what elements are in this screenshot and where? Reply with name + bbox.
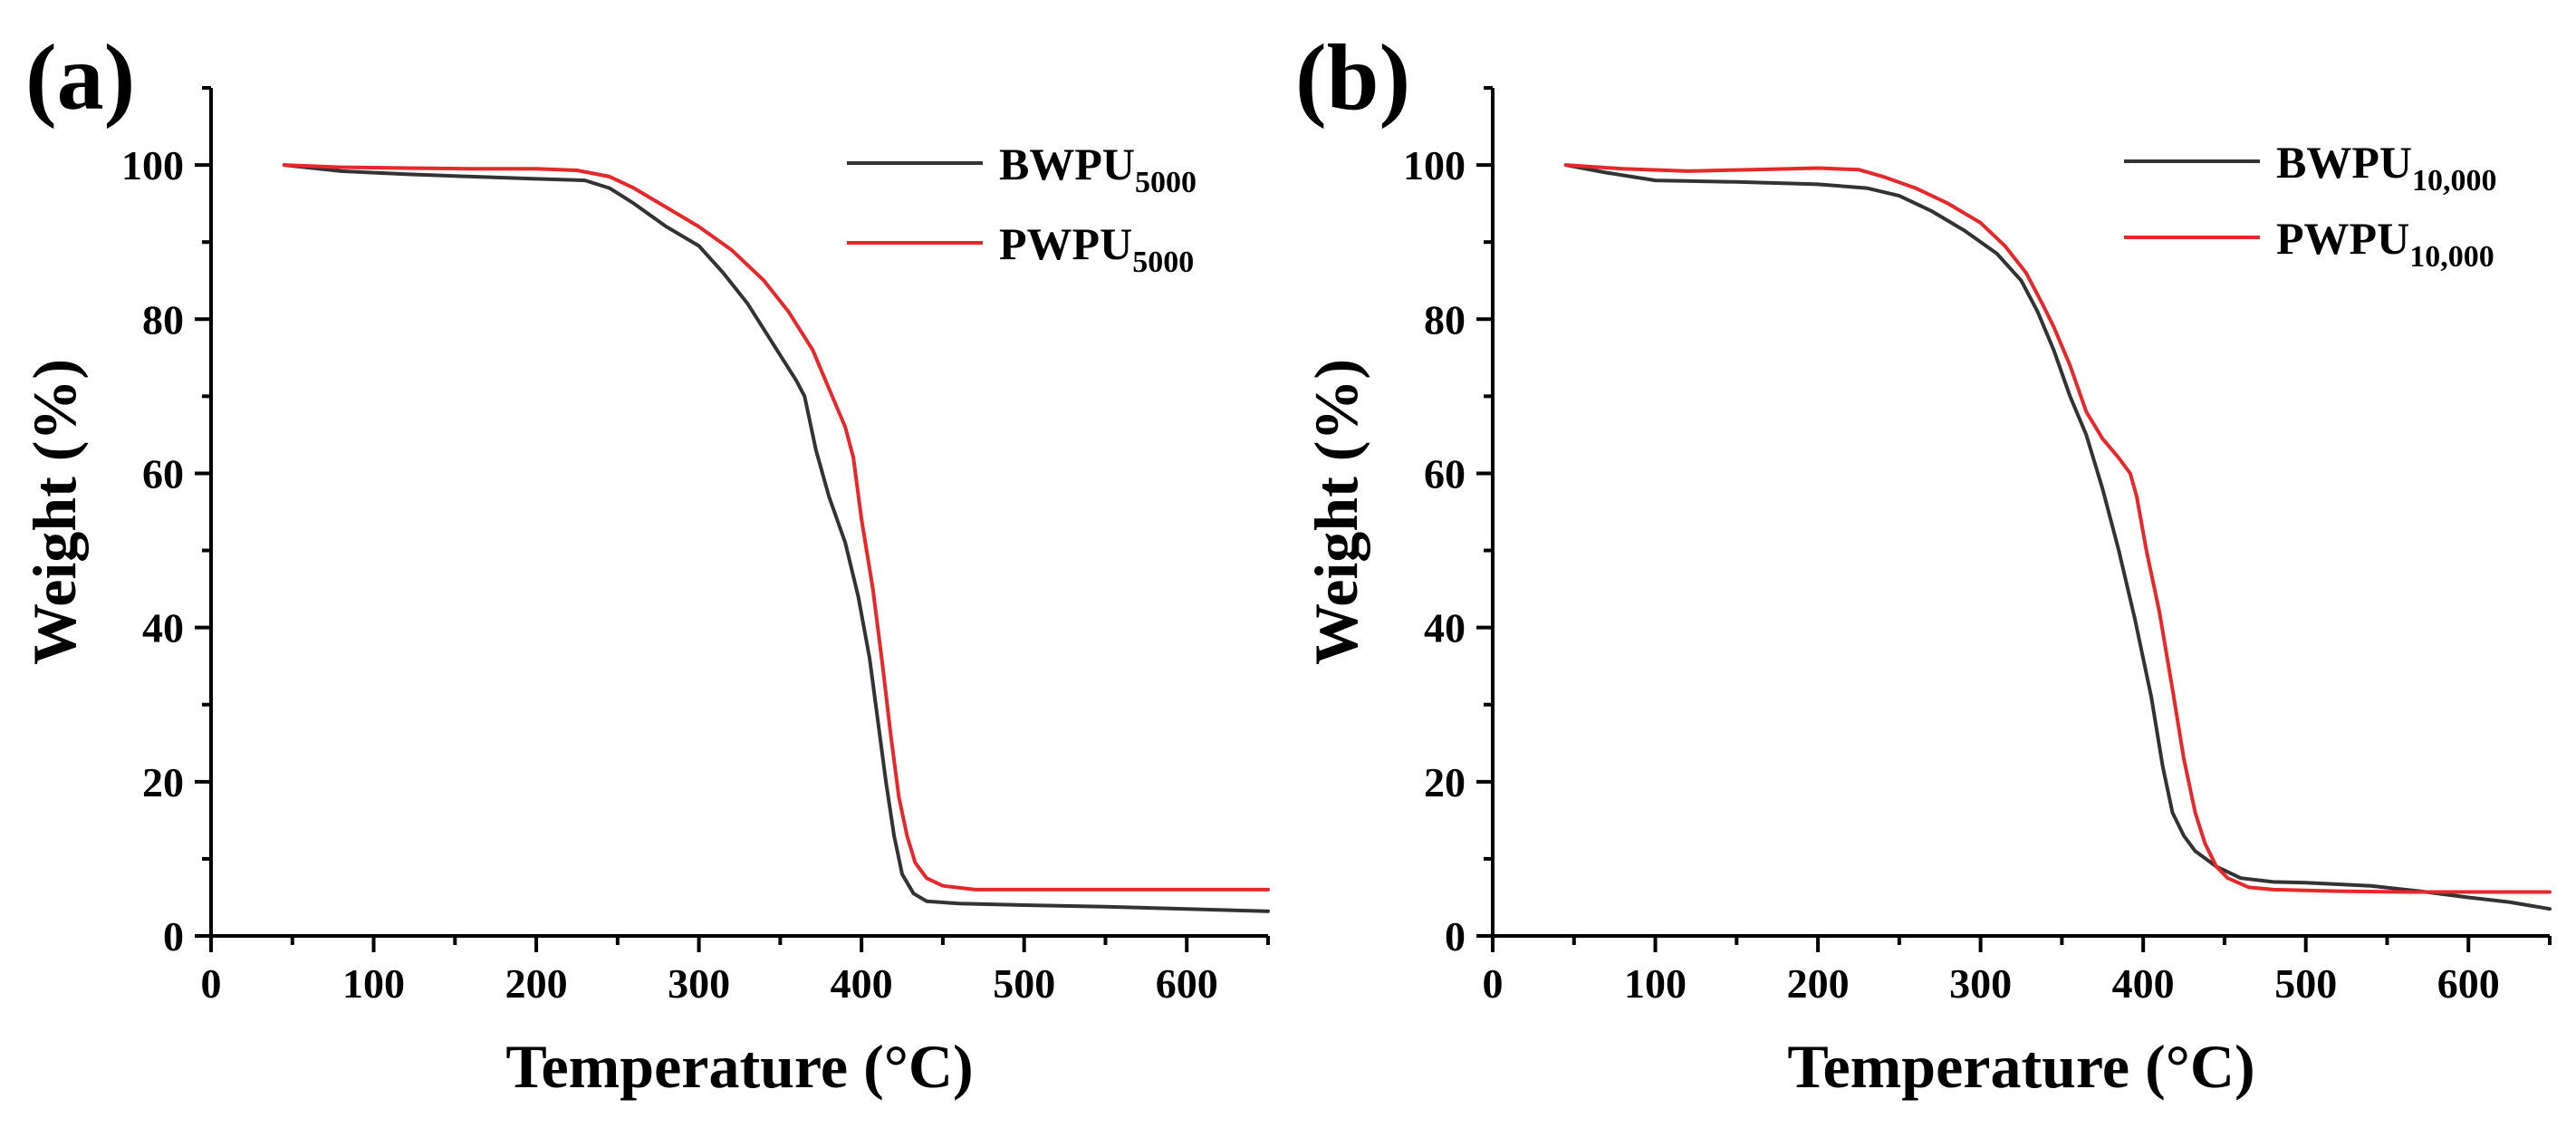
legend-label-subscript: 10,000 [2412,164,2497,198]
x-tick-label: 100 [342,960,405,1007]
y-tick-label: 40 [142,605,184,651]
x-axis-title: Temperature (°C) [505,1032,973,1101]
x-tick-label: 100 [1624,960,1687,1007]
x-tick-label: 500 [993,960,1055,1007]
y-axis-title: Weight (%) [1302,359,1370,665]
x-tick-label: 600 [1156,960,1218,1007]
y-tick-label: 20 [142,759,184,805]
y-tick-label: 0 [163,913,184,959]
x-tick-label: 300 [1949,960,2012,1007]
series-line-bwpu-5000 [282,163,1270,913]
series-line-pwpu-5000 [282,163,1270,892]
y-tick-label: 80 [142,296,184,342]
x-tick-label: 200 [1787,960,1850,1007]
legend-label-subscript: 5000 [1132,246,1194,279]
legend-label-subscript: 5000 [1135,166,1197,199]
series-line-bwpu-10000 [1563,163,2552,911]
legend-label: BWPU5000 [999,139,1197,199]
y-tick-label: 100 [1403,142,1466,188]
panel-label: (b) [1295,25,1410,130]
y-axis-title: Weight (%) [20,359,89,665]
panel-a: 0 100 200 300 400 500 600 0 20 40 60 80 100 Temperatu… [20,25,1270,1101]
x-tick-label: 400 [2112,960,2175,1007]
legend-label: PWPU5000 [999,218,1194,279]
y-tick-label: 60 [142,450,184,497]
y-tick-label: 60 [1424,450,1466,497]
x-axis-title: Temperature (°C) [1787,1032,2254,1101]
x-tick-label: 400 [831,960,893,1007]
y-tick-label: 20 [1424,759,1466,805]
legend-label-subscript: 10,000 [2409,240,2494,274]
x-tick-label: 0 [201,960,222,1007]
y-tick-label: 80 [1424,296,1466,342]
y-tick-label: 0 [1445,913,1466,959]
legend-label: PWPU10,000 [2276,213,2494,274]
x-tick-label: 600 [2437,960,2500,1007]
panel-b: 0 100 200 300 400 500 600 0 20 40 60 80 100 Temperatu… [1295,25,2552,1101]
panel-label: (a) [25,25,135,130]
x-tick-label: 0 [1483,960,1504,1007]
x-tick-label: 500 [2274,960,2337,1007]
legend-label: BWPU10,000 [2276,137,2497,198]
x-tick-label: 200 [505,960,568,1007]
x-tick-label: 300 [668,960,730,1007]
series-line-pwpu-10000 [1563,163,2552,894]
y-tick-label: 100 [121,142,184,188]
y-tick-label: 40 [1424,605,1466,651]
